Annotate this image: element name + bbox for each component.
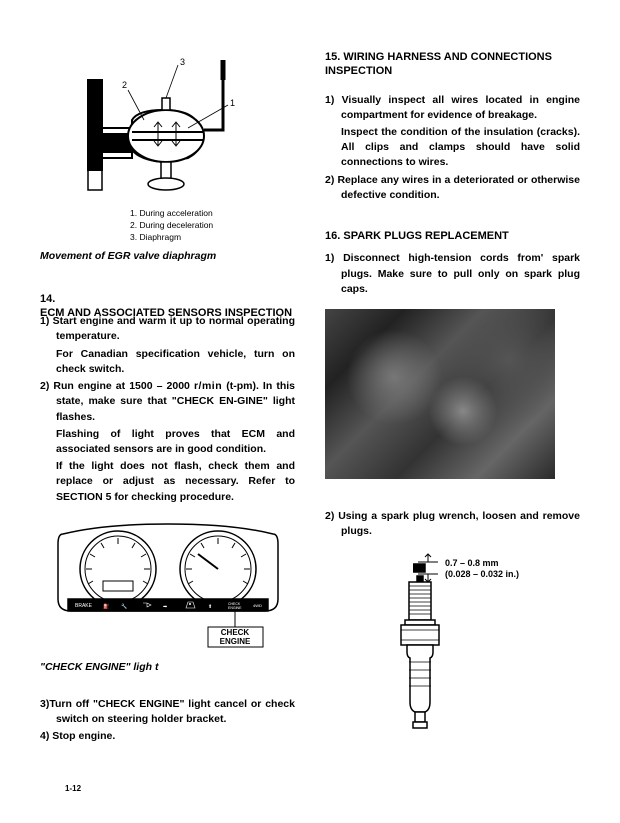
svg-text:4WD: 4WD — [253, 603, 262, 608]
egr-callout-1: 1 — [230, 98, 235, 108]
engine-photo — [325, 309, 555, 479]
s14-step1b: For Canadian specification vehicle, turn… — [40, 347, 295, 377]
page-number: 1-12 — [65, 784, 81, 793]
svg-text:ENGINE: ENGINE — [228, 606, 242, 610]
check-engine-label-2: ENGINE — [219, 637, 250, 646]
s14-step4: 4) Stop engine. — [40, 729, 295, 744]
s15-step2: 2) Replace any wires in a deteriorated o… — [325, 173, 580, 203]
svg-text:⬆: ⬆ — [208, 604, 212, 610]
egr-callout-3: 3 — [180, 57, 185, 67]
svg-text:⛽: ⛽ — [103, 603, 109, 610]
spark-plug-figure: 0.7 – 0.8 mm (0.028 – 0.032 in.) — [363, 552, 543, 732]
right-column: 15. WIRING HARNESS AND CONNECTIONS INSPE… — [325, 50, 580, 793]
section-num: 15. — [325, 51, 340, 63]
s14-step2: 2) Run engine at 1500 – 2000 r/min (t-pm… — [40, 379, 295, 425]
section-num: 14. — [40, 293, 55, 305]
section-16-heading: 16. SPARK PLUGS REPLACEMENT — [325, 229, 580, 243]
legend-line: 2. During deceleration — [130, 220, 295, 232]
section-num: 16. — [325, 230, 340, 242]
legend-line: 3. Diaphragm — [130, 232, 295, 244]
svg-text:BRAKE: BRAKE — [75, 603, 93, 609]
egr-caption: Movement of EGR valve diaphragm — [40, 250, 295, 262]
s14-step3: 3)Turn off "CHECK ENGINE" light cancel o… — [40, 697, 295, 727]
egr-legend: 1. During acceleration 2. During deceler… — [130, 208, 295, 244]
section-title: WIRING HARNESS AND CONNECTIONS INSPECTIO… — [325, 51, 552, 77]
left-column: 3 2 1 1. During acceleration 2. During d… — [40, 50, 295, 793]
plug-gap-mm: 0.7 – 0.8 mm — [445, 558, 499, 568]
s16-step1: 1) Disconnect high-tension cords from' s… — [325, 251, 580, 297]
section-title: SPARK PLUGS REPLACEMENT — [343, 230, 508, 242]
plug-gap-in: (0.028 – 0.032 in.) — [445, 569, 519, 579]
svg-text:🔧: 🔧 — [121, 603, 127, 610]
s15-step1a: 1) Visually inspect all wires located in… — [325, 93, 580, 123]
egr-valve-figure: 3 2 1 — [68, 50, 268, 200]
check-engine-caption: "CHECK ENGINE" ligh t — [40, 661, 295, 673]
egr-callout-2: 2 — [122, 80, 127, 90]
s15-step1b: Inspect the condition of the insulation … — [325, 125, 580, 171]
s14-step2c: Flashing of light proves that ECM and as… — [40, 427, 295, 457]
s14-step2d: If the light does not flash, check them … — [40, 459, 295, 505]
check-engine-label-1: CHECK — [220, 628, 249, 637]
dashboard-figure: BRAKE ⛽ 🔧 ➡ ⬆ CHECK ENGINE 4WD CHECK ENG… — [53, 519, 283, 649]
s14-step1: 1) Start engine and warm it up to normal… — [40, 314, 295, 344]
section-15-heading: 15. WIRING HARNESS AND CONNECTIONS INSPE… — [325, 50, 580, 79]
s16-step2: 2) Using a spark plug wrench, loosen and… — [325, 509, 580, 539]
legend-line: 1. During acceleration — [130, 208, 295, 220]
